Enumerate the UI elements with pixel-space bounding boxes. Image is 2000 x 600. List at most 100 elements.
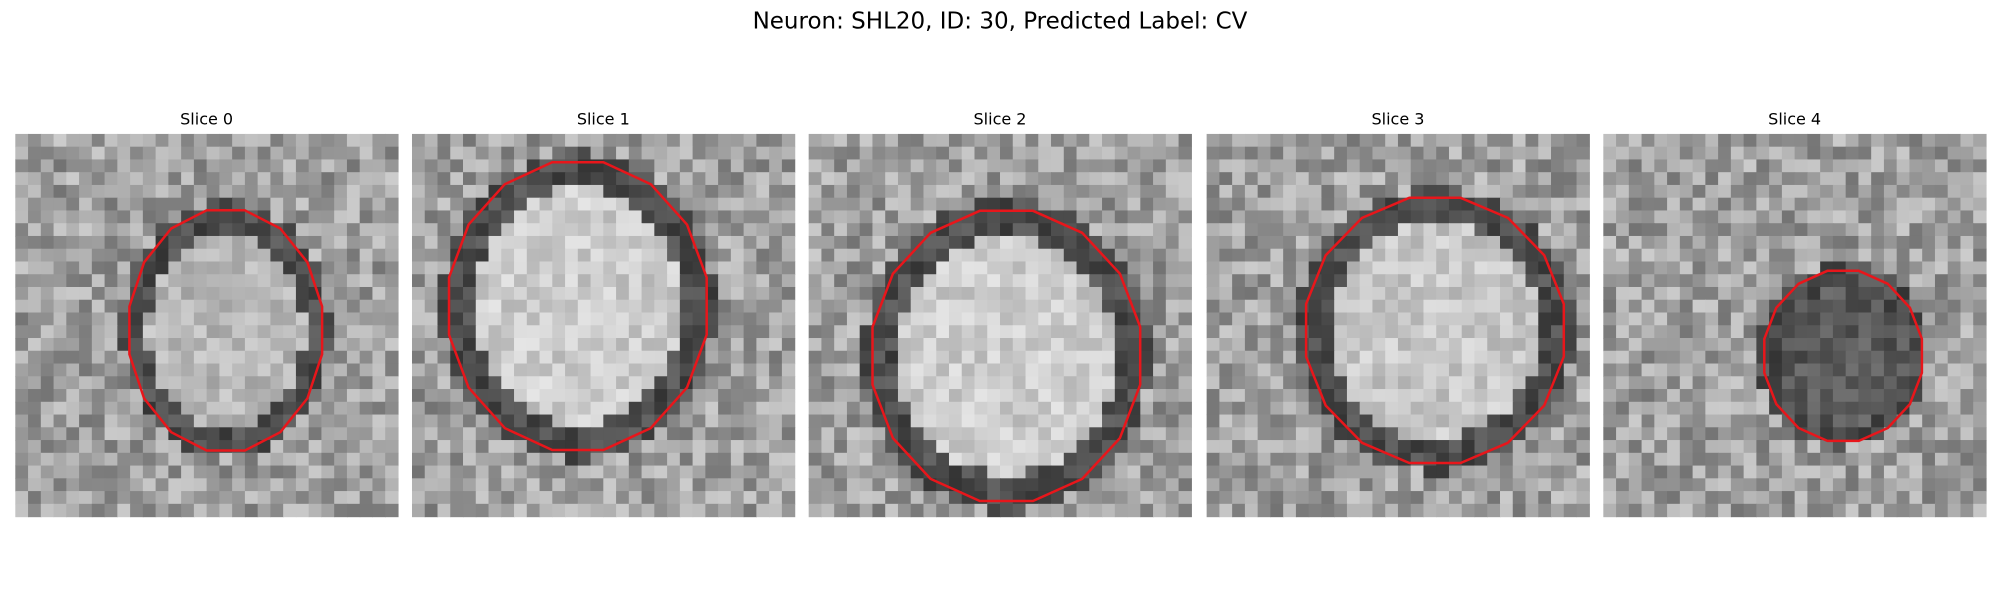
- pixel: [1025, 172, 1039, 186]
- pixel: [1140, 350, 1154, 365]
- pixel: [948, 440, 963, 454]
- pixel: [987, 146, 1001, 161]
- pixel: [1525, 197, 1539, 212]
- pixel: [1474, 286, 1488, 301]
- pixel: [897, 235, 912, 250]
- pixel: [463, 440, 477, 454]
- pixel: [372, 350, 386, 365]
- pixel: [1372, 172, 1386, 186]
- pixel: [1257, 197, 1272, 212]
- pixel: [1397, 427, 1412, 441]
- pixel: [692, 133, 706, 148]
- pixel: [1127, 210, 1141, 224]
- pixel: [206, 248, 220, 263]
- pixel: [1397, 350, 1412, 365]
- pixel: [501, 312, 515, 326]
- pixel: [142, 363, 157, 377]
- pixel: [730, 146, 745, 161]
- pixel: [1461, 401, 1476, 416]
- pixel: [1909, 414, 1923, 428]
- pixel: [1089, 414, 1103, 428]
- pixel: [1512, 299, 1527, 314]
- pixel: [181, 427, 195, 441]
- pixel: [1232, 414, 1246, 428]
- pixel: [679, 401, 694, 416]
- pixel: [1667, 274, 1681, 288]
- pixel: [654, 478, 668, 492]
- pixel: [206, 452, 220, 467]
- pixel: [219, 210, 233, 224]
- pixel: [730, 376, 745, 390]
- pixel: [168, 286, 182, 301]
- pixel: [1845, 184, 1860, 199]
- pixel: [1165, 274, 1180, 288]
- pixel: [1359, 312, 1374, 326]
- pixel: [104, 184, 118, 199]
- pixel: [718, 172, 732, 186]
- pixel: [654, 452, 668, 467]
- pixel: [372, 133, 386, 148]
- pixel: [1603, 248, 1617, 263]
- pixel: [1603, 159, 1617, 173]
- pixel: [117, 376, 131, 390]
- pixel: [1781, 452, 1796, 467]
- pixel: [1461, 478, 1476, 492]
- pixel: [1140, 248, 1154, 263]
- pixel: [1219, 146, 1233, 161]
- pixel: [961, 363, 976, 377]
- pixel: [1769, 286, 1783, 301]
- pixel: [295, 133, 310, 148]
- pixel: [1257, 133, 1272, 148]
- pixel: [1756, 427, 1770, 441]
- pixel: [1385, 261, 1399, 275]
- pixel: [1820, 452, 1834, 467]
- pixel: [1295, 401, 1310, 416]
- pixel: [1616, 299, 1630, 314]
- pixel: [308, 223, 323, 237]
- pixel: [1025, 159, 1039, 173]
- pixel: [91, 414, 106, 428]
- pixel: [1883, 299, 1898, 314]
- pixel: [1076, 261, 1090, 275]
- pixel: [1769, 465, 1783, 479]
- pixel: [603, 235, 617, 250]
- pixel: [181, 197, 195, 212]
- pixel: [346, 491, 361, 505]
- pixel: [565, 503, 579, 518]
- pixel: [961, 389, 976, 403]
- pixel: [641, 440, 655, 454]
- pixel: [1102, 210, 1116, 224]
- pixel: [1628, 223, 1643, 237]
- pixel: [450, 503, 464, 518]
- pixel: [897, 274, 912, 288]
- pixel: [1947, 427, 1962, 441]
- pixel: [603, 491, 617, 505]
- pixel: [15, 146, 29, 161]
- pixel: [193, 197, 208, 212]
- pixel: [1076, 223, 1090, 237]
- pixel: [1127, 503, 1141, 518]
- pixel: [1756, 223, 1770, 237]
- pixel: [1576, 478, 1590, 492]
- pixel: [743, 261, 757, 275]
- pixel: [1308, 478, 1323, 492]
- pixel: [1947, 312, 1962, 326]
- pixel: [1051, 184, 1065, 199]
- pixel: [1563, 248, 1578, 263]
- pixel: [193, 261, 208, 275]
- pixel: [1321, 414, 1335, 428]
- pixel: [411, 172, 426, 186]
- pixel: [1628, 363, 1643, 377]
- pixel: [1603, 338, 1617, 352]
- pixel: [501, 350, 515, 365]
- pixel: [79, 286, 93, 301]
- pixel: [1512, 274, 1527, 288]
- pixel: [1448, 312, 1463, 326]
- pixel: [718, 491, 732, 505]
- pixel: [1076, 159, 1090, 173]
- pixel: [1500, 478, 1514, 492]
- pixel: [1845, 478, 1860, 492]
- pixel: [692, 299, 706, 314]
- pixel: [295, 261, 310, 275]
- pixel: [1219, 465, 1233, 479]
